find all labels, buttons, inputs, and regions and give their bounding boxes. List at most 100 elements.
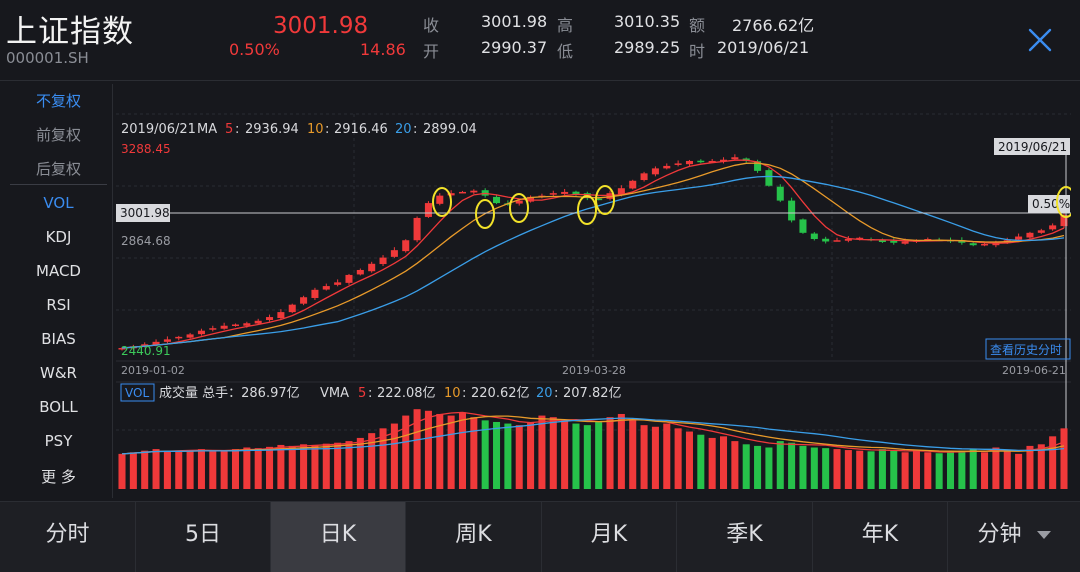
tab-minute[interactable]: 分钟: [948, 502, 1080, 572]
ma-prefix: MA: [197, 122, 217, 137]
candle-body: [288, 304, 296, 313]
indicator-vol[interactable]: VOL: [43, 194, 74, 212]
candle-body: [311, 289, 319, 298]
candle-body: [1026, 232, 1034, 238]
ma20-key: 20: [395, 122, 412, 137]
crosshair-date-box: [994, 138, 1070, 155]
volume-bar: [311, 444, 319, 489]
candle-body: [810, 233, 818, 240]
indicator-rsi[interactable]: RSI: [46, 296, 71, 314]
volume-bar: [1026, 445, 1034, 489]
amount-value: 2766.62亿: [732, 16, 815, 35]
vma10-key: 10: [444, 386, 461, 401]
ma20-value: 2899.04: [423, 122, 477, 137]
indicator-kdj[interactable]: KDJ: [45, 228, 72, 246]
volume-bar: [152, 449, 160, 489]
history-button-frame: [985, 338, 1071, 360]
indicator-psy[interactable]: PSY: [44, 432, 73, 450]
volume-bar: [765, 447, 773, 489]
volume-bar: [969, 449, 977, 489]
candle-body: [141, 344, 149, 346]
candle-body: [901, 241, 909, 244]
history-button[interactable]: 查看历史分时: [990, 343, 1062, 357]
volume-bar: [549, 417, 557, 489]
candle-body: [470, 190, 478, 193]
candle-body: [266, 317, 274, 321]
vma20-sep: :: [554, 386, 558, 401]
candle-body: [243, 323, 251, 326]
kline-chart-area[interactable]: 2019/06/21 MA 5 : 2936.94 10 : 2916.46 2…: [116, 84, 1076, 494]
candle-body: [527, 196, 535, 202]
current-price: 3001.98: [273, 13, 369, 39]
indicator-boll[interactable]: BOLL: [39, 398, 78, 416]
time-value: 2019/06/21: [717, 38, 810, 57]
candle-body: [368, 263, 376, 272]
indicator-more[interactable]: 更 多: [41, 468, 76, 486]
ma5-sep: :: [235, 122, 239, 137]
vma10-value: 220.62亿: [471, 386, 530, 401]
tab-yearly-k[interactable]: 年K: [861, 522, 899, 547]
volume-bar: [129, 452, 137, 489]
volume-bar: [561, 420, 569, 489]
open-label: 开: [423, 42, 440, 61]
candle-body: [617, 188, 625, 195]
candle-body: [844, 239, 852, 241]
volume-bar: [606, 417, 614, 489]
crosshair-pct: 0.50%: [1032, 197, 1070, 211]
volume-bar: [867, 451, 875, 489]
high-value: 3010.35: [614, 12, 681, 31]
volume-bar: [334, 442, 342, 489]
vol-tag: VOL: [125, 386, 149, 400]
tab-daily-k[interactable]: 日K: [271, 502, 405, 572]
crosshair-date: 2019/06/21: [998, 140, 1067, 154]
adjust-forward[interactable]: 前复权: [35, 126, 81, 144]
volume-bar: [413, 409, 421, 489]
indicator-wr[interactable]: W&R: [40, 364, 77, 382]
candle-body: [175, 336, 183, 339]
volume-bar: [1015, 453, 1023, 489]
candle-body: [390, 250, 398, 257]
volume-bar: [572, 423, 580, 489]
candle-body: [209, 328, 217, 330]
volume-bar: [424, 410, 432, 489]
tab-quarterly-k[interactable]: 季K: [726, 522, 763, 547]
tab-5day[interactable]: 5日: [185, 522, 221, 547]
candle-body: [424, 203, 432, 217]
volume-bar: [731, 441, 739, 489]
volume-bar: [685, 431, 693, 489]
candle-body: [651, 168, 659, 175]
tab-weekly-k[interactable]: 周K: [455, 522, 492, 547]
indicator-bias[interactable]: BIAS: [41, 330, 76, 348]
kline-chart[interactable]: 2019/06/21 MA 5 : 2936.94 10 : 2916.46 2…: [116, 84, 1076, 494]
candle-body: [436, 195, 444, 204]
x-label-mid: 2019-03-28: [562, 364, 626, 377]
volume-bar: [515, 425, 523, 489]
vma-lines: [121, 411, 1065, 455]
candle-body: [561, 191, 569, 194]
candle-body: [788, 200, 796, 221]
close-icon[interactable]: [1026, 26, 1054, 54]
vma20-line: [121, 417, 1065, 455]
candle-body: [186, 334, 194, 338]
volume-bar: [493, 421, 501, 489]
tab-minute-label: 分钟: [977, 522, 1022, 547]
volume-bar: [992, 447, 1000, 489]
volume-bar: [266, 446, 274, 489]
volume-bar: [288, 445, 296, 489]
vma-prefix: VMA: [320, 386, 349, 401]
vma5-key: 5: [358, 386, 366, 401]
adjust-none[interactable]: 不复权: [35, 92, 81, 110]
indicator-macd[interactable]: MACD: [36, 262, 81, 280]
candle-body: [322, 286, 330, 290]
candle-body: [197, 330, 205, 335]
vma5-value: 222.08亿: [377, 386, 436, 401]
candle-body: [231, 324, 240, 326]
volume-bar: [799, 445, 807, 489]
tab-monthly-k[interactable]: 月K: [590, 522, 628, 547]
adjust-backward[interactable]: 后复权: [35, 160, 81, 178]
candle-body: [890, 240, 898, 243]
candle-body: [719, 159, 728, 162]
candle-body: [981, 243, 989, 246]
tab-intraday[interactable]: 分时: [45, 522, 90, 547]
candle-body: [515, 200, 523, 204]
